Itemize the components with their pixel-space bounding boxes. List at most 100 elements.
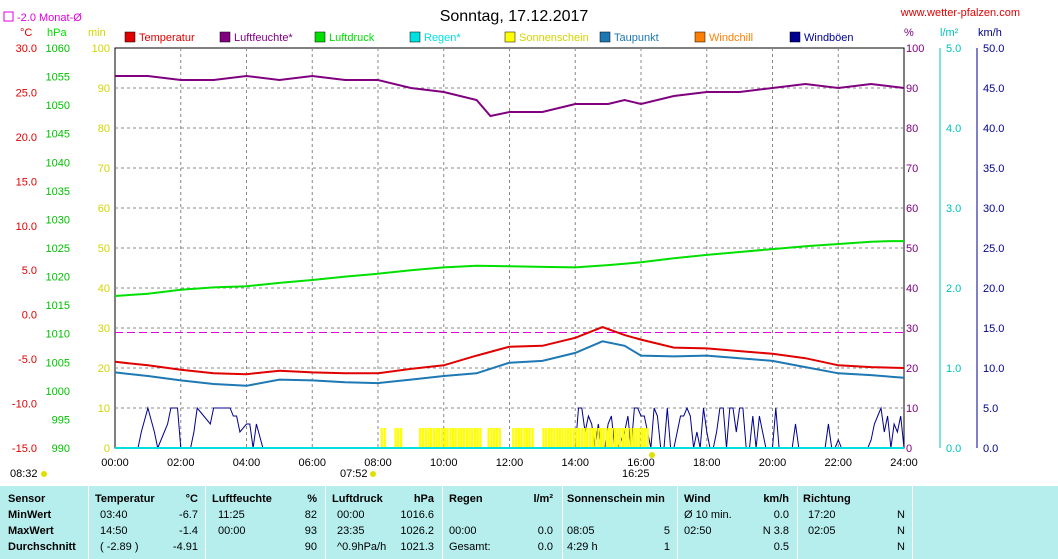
kmh-tick-label: 15.0 <box>983 323 1004 335</box>
min-tick-label: 50 <box>98 243 110 255</box>
pct-tick-label: 80 <box>906 123 918 135</box>
min-tick-label: 100 <box>92 43 110 55</box>
sunshine-bar <box>627 428 630 448</box>
sunshine-bar <box>443 428 446 448</box>
table-cell: Ø 10 min. <box>684 509 732 521</box>
sunshine-bar <box>635 428 638 448</box>
pct-tick-label: 100 <box>906 43 924 55</box>
table-cell: ( -2.89 ) <box>100 541 139 553</box>
table-header: km/h <box>763 493 789 505</box>
sunshine-bar <box>558 428 562 448</box>
sunshine-bar <box>397 428 400 448</box>
x-tick-label: 16:00 <box>627 457 655 469</box>
monthly-avg-icon <box>3 11 14 22</box>
table-cell: 02:50 <box>684 525 712 537</box>
lm2-tick-label: 4.0 <box>946 123 961 135</box>
table-cell: 0.0 <box>537 525 553 537</box>
sunshine-bar <box>602 428 605 448</box>
table-header: Luftdruck <box>332 493 383 505</box>
table-cell: 0.0 <box>537 541 553 553</box>
sunshine-bar <box>556 428 559 448</box>
x-tick-label: 20:00 <box>759 457 787 469</box>
table-cell: -6.7 <box>179 509 198 521</box>
table-header: Richtung <box>803 493 851 505</box>
table-cell: 1 <box>663 541 670 553</box>
unit-kmh: km/h <box>978 27 1002 39</box>
monthly-avg-label: -2.0 Monat-Ø <box>17 12 82 24</box>
sunshine-bar <box>493 428 496 448</box>
legend-label-7: Windböen <box>804 32 854 44</box>
table-cell: 82 <box>304 509 317 521</box>
table-cell: 08:05 <box>567 525 595 537</box>
min-tick-label: 30 <box>98 323 110 335</box>
lm2-tick-label: 2.0 <box>946 283 961 295</box>
legend-label-5: Taupunkt <box>614 32 659 44</box>
pct-tick-label: 20 <box>906 363 918 375</box>
table-cell: -4.91 <box>172 541 198 553</box>
sunshine-bar <box>525 428 529 448</box>
sunshine-bar <box>441 428 444 448</box>
table-cell: 14:50 <box>100 525 128 537</box>
sunshine-bar <box>446 428 449 448</box>
site-url[interactable]: www.wetter-pfalzen.com <box>900 7 1020 19</box>
sunshine-bar <box>643 428 646 448</box>
sun-end-label: 16:25 <box>622 468 650 480</box>
sunshine-bar <box>394 428 397 448</box>
sunshine-bar <box>468 428 471 448</box>
sunshine-bar <box>517 428 520 448</box>
table-divider <box>325 486 326 559</box>
table-cell: 00:00 <box>218 525 246 537</box>
sunshine-bar <box>545 428 548 448</box>
sunshine-bar <box>597 428 600 448</box>
table-cell: N <box>897 525 905 537</box>
hpa-tick-label: 1050 <box>46 100 70 112</box>
sunshine-bar <box>630 428 633 448</box>
table-header: l/m² <box>533 493 553 505</box>
lm2-tick-label: 1.0 <box>946 363 961 375</box>
temp-tick-label: 0.0 <box>22 310 37 322</box>
table-divider <box>797 486 798 559</box>
x-tick-label: 24:00 <box>890 457 918 469</box>
sunshine-bar <box>490 428 493 448</box>
sunrise-sun-icon <box>41 471 47 477</box>
sunshine-bar <box>616 428 619 448</box>
table-cell: 23:35 <box>337 525 365 537</box>
sunshine-bar <box>479 428 482 448</box>
pct-tick-label: 30 <box>906 323 918 335</box>
min-tick-label: 60 <box>98 203 110 215</box>
hpa-tick-label: 1015 <box>46 300 70 312</box>
table-cell: 90 <box>304 541 317 553</box>
table-row-label: MinWert <box>8 509 52 521</box>
sunshine-bar <box>451 428 455 448</box>
hpa-tick-label: 1040 <box>46 157 70 169</box>
sunshine-bar <box>460 428 463 448</box>
kmh-tick-label: 35.0 <box>983 163 1004 175</box>
sunshine-bar <box>432 428 436 448</box>
kmh-tick-label: 25.0 <box>983 243 1004 255</box>
pct-tick-label: 40 <box>906 283 918 295</box>
sunshine-bar <box>567 428 570 448</box>
kmh-tick-label: 0.0 <box>983 443 998 455</box>
table-cell: 0.0 <box>773 509 789 521</box>
legend-label-4: Sonnenschein <box>519 32 589 44</box>
min-tick-label: 10 <box>98 403 110 415</box>
table-cell: 00:00 <box>449 525 477 537</box>
min-tick-label: 40 <box>98 283 110 295</box>
table-divider <box>88 486 89 559</box>
table-cell: -1.4 <box>179 525 198 537</box>
unit-min: min <box>88 27 106 39</box>
pct-tick-label: 60 <box>906 203 918 215</box>
kmh-tick-label: 40.0 <box>983 123 1004 135</box>
sunshine-bar <box>621 428 625 448</box>
legend-label-1: Luftfeuchte* <box>234 32 293 44</box>
table-cell: 03:40 <box>100 509 128 521</box>
hpa-tick-label: 990 <box>52 443 70 455</box>
table-divider <box>677 486 678 559</box>
sunshine-bar <box>476 428 479 448</box>
x-tick-label: 10:00 <box>430 457 458 469</box>
sunshine-bar <box>605 428 608 448</box>
x-tick-label: 12:00 <box>496 457 524 469</box>
sunshine-bar <box>487 428 490 448</box>
kmh-tick-label: 20.0 <box>983 283 1004 295</box>
table-header: Wind <box>684 493 711 505</box>
